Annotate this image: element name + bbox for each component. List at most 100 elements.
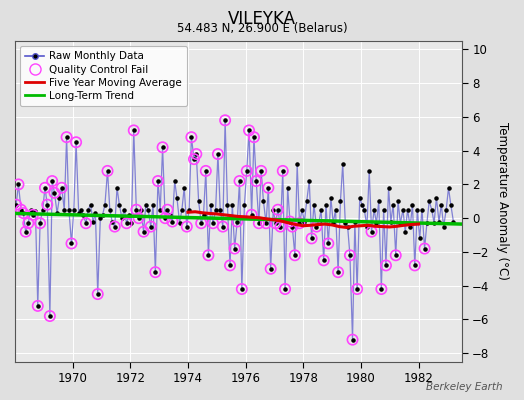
Point (235, 178, 244, 184)
Point (391, 252, 400, 258)
Point (113, 184, 121, 191)
Point (185, 206, 193, 213)
Point (348, 336, 357, 343)
Point (379, 206, 388, 213)
Point (298, 206, 306, 213)
Point (221, 117, 230, 124)
Point (216, 206, 224, 213)
Point (240, 202, 248, 208)
Point (312, 224, 321, 230)
Point (41, 184, 49, 191)
Point (129, 127, 138, 134)
Point (70, 206, 78, 213)
Point (416, 235, 424, 242)
Point (31, 208, 40, 215)
Point (36, 220, 44, 226)
Point (58, 184, 66, 191)
Point (14, 181, 23, 188)
Point (377, 286, 386, 292)
Point (26, 206, 35, 213)
Point (151, 269, 160, 275)
Point (106, 206, 114, 213)
Point (387, 218, 395, 225)
Point (202, 168, 210, 174)
Point (444, 184, 453, 191)
Point (168, 218, 177, 225)
Point (17, 206, 25, 213)
Point (296, 220, 304, 226)
Point (34, 303, 42, 309)
Point (82, 220, 90, 226)
Point (72, 139, 80, 146)
Point (432, 195, 441, 201)
Text: 54.483 N, 26.900 E (Belarus): 54.483 N, 26.900 E (Belarus) (177, 22, 347, 35)
Point (77, 206, 85, 213)
Point (276, 224, 285, 230)
Point (161, 215, 169, 221)
Point (343, 224, 352, 230)
Point (247, 212, 256, 218)
Point (206, 202, 215, 208)
Point (375, 198, 383, 204)
Point (283, 184, 292, 191)
Point (151, 269, 160, 275)
Point (12, 202, 20, 208)
Point (391, 252, 400, 258)
Point (365, 168, 374, 174)
Point (370, 206, 378, 213)
Point (67, 240, 75, 247)
Point (413, 206, 422, 213)
Point (346, 252, 354, 258)
Point (111, 224, 119, 230)
Point (267, 266, 275, 272)
Point (91, 210, 100, 216)
Point (406, 224, 414, 230)
Point (403, 206, 412, 213)
Point (291, 252, 299, 258)
Point (139, 228, 148, 235)
Point (334, 269, 342, 275)
Point (197, 220, 205, 226)
Point (93, 291, 102, 297)
Point (308, 235, 316, 242)
Point (336, 198, 345, 204)
Point (271, 220, 280, 226)
Point (86, 202, 95, 208)
Point (55, 195, 63, 201)
Point (430, 220, 438, 226)
Point (214, 151, 222, 157)
Point (308, 235, 316, 242)
Text: Berkeley Earth: Berkeley Earth (427, 382, 503, 392)
Point (231, 245, 239, 252)
Point (199, 212, 208, 218)
Point (346, 252, 354, 258)
Point (202, 168, 210, 174)
Point (356, 195, 364, 201)
Point (99, 212, 107, 218)
Point (192, 151, 201, 157)
Point (62, 134, 71, 140)
Point (320, 257, 328, 264)
Point (156, 206, 165, 213)
Point (449, 218, 457, 225)
Point (211, 206, 220, 213)
Point (29, 212, 37, 218)
Point (231, 245, 239, 252)
Point (300, 218, 309, 225)
Point (41, 184, 49, 191)
Point (187, 134, 195, 140)
Point (353, 286, 362, 292)
Point (111, 224, 119, 230)
Point (274, 206, 282, 213)
Point (79, 212, 88, 218)
Point (440, 224, 448, 230)
Point (147, 224, 155, 230)
Point (12, 202, 20, 208)
Point (324, 240, 333, 247)
Point (235, 178, 244, 184)
Point (351, 218, 359, 225)
Point (74, 210, 83, 216)
Point (38, 206, 47, 213)
Point (262, 220, 270, 226)
Point (24, 220, 32, 226)
